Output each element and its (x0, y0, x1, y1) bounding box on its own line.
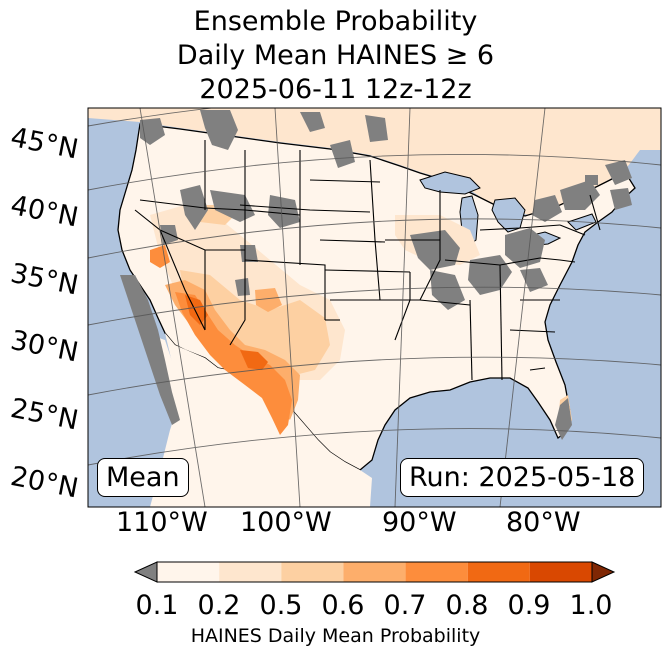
colorbar-tick: 0.2 (197, 590, 241, 621)
map-frame (87, 107, 662, 508)
colorbar-under-arrow (133, 561, 158, 583)
stat-badge: Mean (97, 458, 189, 497)
colorbar-tick: 0.1 (135, 590, 179, 621)
run-badge: Run: 2025-05-18 (400, 458, 645, 497)
lon-label-100w: 100°W (240, 507, 332, 538)
colorbar-label: HAINES Daily Mean Probability (190, 625, 481, 647)
colorbar-tick: 0.8 (445, 590, 489, 621)
colorbar-bin (281, 562, 344, 582)
colorbar-bin (343, 562, 406, 582)
lon-label-80w: 80°W (506, 507, 581, 538)
colorbar-bin (467, 562, 530, 582)
colorbar-tick: 0.9 (507, 590, 551, 621)
title-line-1: Ensemble Probability (193, 6, 478, 37)
colorbar-frame (156, 561, 593, 583)
colorbar-bin (405, 562, 468, 582)
lon-label-90w: 90°W (382, 507, 457, 538)
colorbar-tick: 0.6 (321, 590, 365, 621)
colorbar-bin (219, 562, 282, 582)
colorbar-bin (529, 562, 592, 582)
colorbar-tick: 0.7 (383, 590, 427, 621)
colorbar (133, 561, 616, 583)
colorbar-over-arrow (591, 561, 616, 583)
lon-label-110w: 110°W (116, 507, 208, 538)
graticule (88, 108, 661, 507)
title-line-2: Daily Mean HAINES ≥ 6 (176, 40, 495, 71)
colorbar-tick: 0.5 (259, 590, 303, 621)
colorbar-tick: 1.0 (569, 590, 613, 621)
state-boundaries (134, 140, 601, 381)
colorbar-bin (157, 562, 220, 582)
title-line-3: 2025-06-11 12z-12z (199, 74, 472, 105)
